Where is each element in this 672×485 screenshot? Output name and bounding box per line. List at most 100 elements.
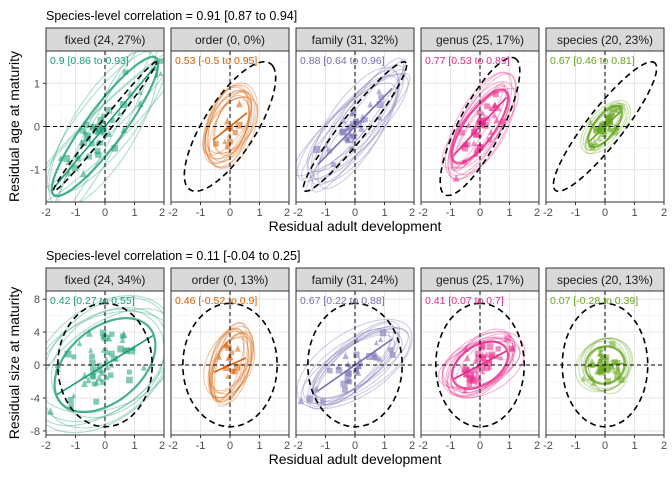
correlation-estimate-label: 0.46 [-0.52 to 0.9] xyxy=(175,295,257,307)
mean-ellipse xyxy=(450,340,510,390)
x-tick-label: 1 xyxy=(256,440,262,452)
data-point xyxy=(47,407,55,415)
data-point xyxy=(612,359,619,365)
data-point xyxy=(57,154,64,162)
data-point xyxy=(468,377,475,384)
x-tick-label: 1 xyxy=(131,440,137,452)
strip-label: family (31, 32%) xyxy=(312,33,399,47)
x-tick-label: -2 xyxy=(418,207,428,219)
x-tick-label: -1 xyxy=(446,207,456,219)
data-point xyxy=(488,105,494,112)
data-point xyxy=(345,370,352,377)
posterior-ellipse xyxy=(50,308,164,419)
data-point xyxy=(373,339,379,346)
data-point xyxy=(606,115,614,122)
posterior-ellipse xyxy=(585,101,622,155)
panel-content xyxy=(296,51,414,202)
x-tick-label: 1 xyxy=(131,207,137,219)
data-point xyxy=(158,58,164,64)
panel-genus: genus (25, 17%) 0.41 [0.07 to 0.7] -2 -1 0 1 2 xyxy=(418,267,540,452)
data-point xyxy=(340,116,347,124)
x-tick-label: 2 xyxy=(159,440,165,452)
x-tick-label: -1 xyxy=(196,440,206,452)
posterior-ellipse xyxy=(46,308,164,427)
data-point xyxy=(484,103,491,110)
data-point xyxy=(109,331,115,337)
data-point xyxy=(67,397,74,404)
data-point xyxy=(88,347,94,353)
data-point xyxy=(605,118,610,124)
y-tick-label: -8 xyxy=(30,426,40,438)
correlation-estimate-label: 0.42 [0.27 to 0.55] xyxy=(50,295,135,307)
x-tick-label: -1 xyxy=(571,440,581,452)
data-point xyxy=(471,378,477,384)
posterior-ellipse xyxy=(315,328,391,406)
data-point xyxy=(101,334,109,342)
data-point xyxy=(376,100,384,109)
strip-label: species (20, 13%) xyxy=(557,273,653,287)
data-point xyxy=(353,351,360,358)
data-point xyxy=(610,104,618,112)
outer-dashed-ellipse xyxy=(52,60,158,193)
posterior-ellipse xyxy=(208,328,245,399)
data-point xyxy=(493,116,501,124)
x-tick-label: 2 xyxy=(409,440,415,452)
x-axis-label: Residual adult development xyxy=(269,451,442,467)
posterior-ellipse xyxy=(208,90,252,160)
data-point xyxy=(611,368,617,374)
data-point xyxy=(327,367,333,374)
panel-content xyxy=(546,51,664,202)
data-point xyxy=(587,118,594,125)
data-point xyxy=(504,335,511,342)
data-point xyxy=(474,378,481,385)
x-tick-label: -2 xyxy=(168,207,178,219)
posterior-ellipse xyxy=(306,82,397,172)
data-point xyxy=(85,329,93,337)
data-point xyxy=(388,347,394,353)
y-tick-label: -4 xyxy=(30,393,40,405)
x-axis-label: Residual adult development xyxy=(269,218,442,234)
data-point xyxy=(233,363,241,371)
y-tick-label: 0 xyxy=(34,360,40,372)
data-point xyxy=(464,354,471,362)
data-point xyxy=(608,363,614,369)
data-point xyxy=(222,364,229,372)
data-point xyxy=(598,346,604,353)
data-point xyxy=(117,345,125,353)
posterior-ellipse xyxy=(306,320,401,410)
data-point xyxy=(476,144,483,151)
mean-ellipse xyxy=(584,345,626,385)
data-point xyxy=(225,144,231,150)
data-point xyxy=(89,353,95,360)
data-point xyxy=(466,381,473,387)
x-tick-label: 0 xyxy=(352,440,358,452)
strip-label: order (0, 13%) xyxy=(192,273,269,287)
x-tick-label: 1 xyxy=(631,440,637,452)
panel-content xyxy=(171,51,289,202)
data-point xyxy=(459,129,465,136)
posterior-ellipse xyxy=(296,73,409,182)
posterior-ellipse xyxy=(307,75,400,180)
data-point xyxy=(475,355,483,362)
data-point xyxy=(350,133,357,140)
posterior-ellipse xyxy=(574,338,634,393)
data-point xyxy=(100,379,106,385)
data-point xyxy=(606,126,612,133)
posterior-ellipse xyxy=(207,325,255,401)
data-point xyxy=(378,94,385,101)
data-point xyxy=(86,154,93,160)
data-point xyxy=(320,398,326,405)
data-point xyxy=(216,353,223,360)
posterior-ellipse xyxy=(578,337,632,392)
data-point xyxy=(367,101,374,108)
data-point xyxy=(606,365,613,372)
posterior-ellipse xyxy=(203,89,253,165)
data-point xyxy=(599,118,606,125)
data-point xyxy=(486,137,492,143)
data-point xyxy=(98,140,104,146)
data-point xyxy=(591,138,598,145)
data-point xyxy=(103,347,111,355)
data-point xyxy=(344,377,351,384)
data-point xyxy=(376,355,383,362)
